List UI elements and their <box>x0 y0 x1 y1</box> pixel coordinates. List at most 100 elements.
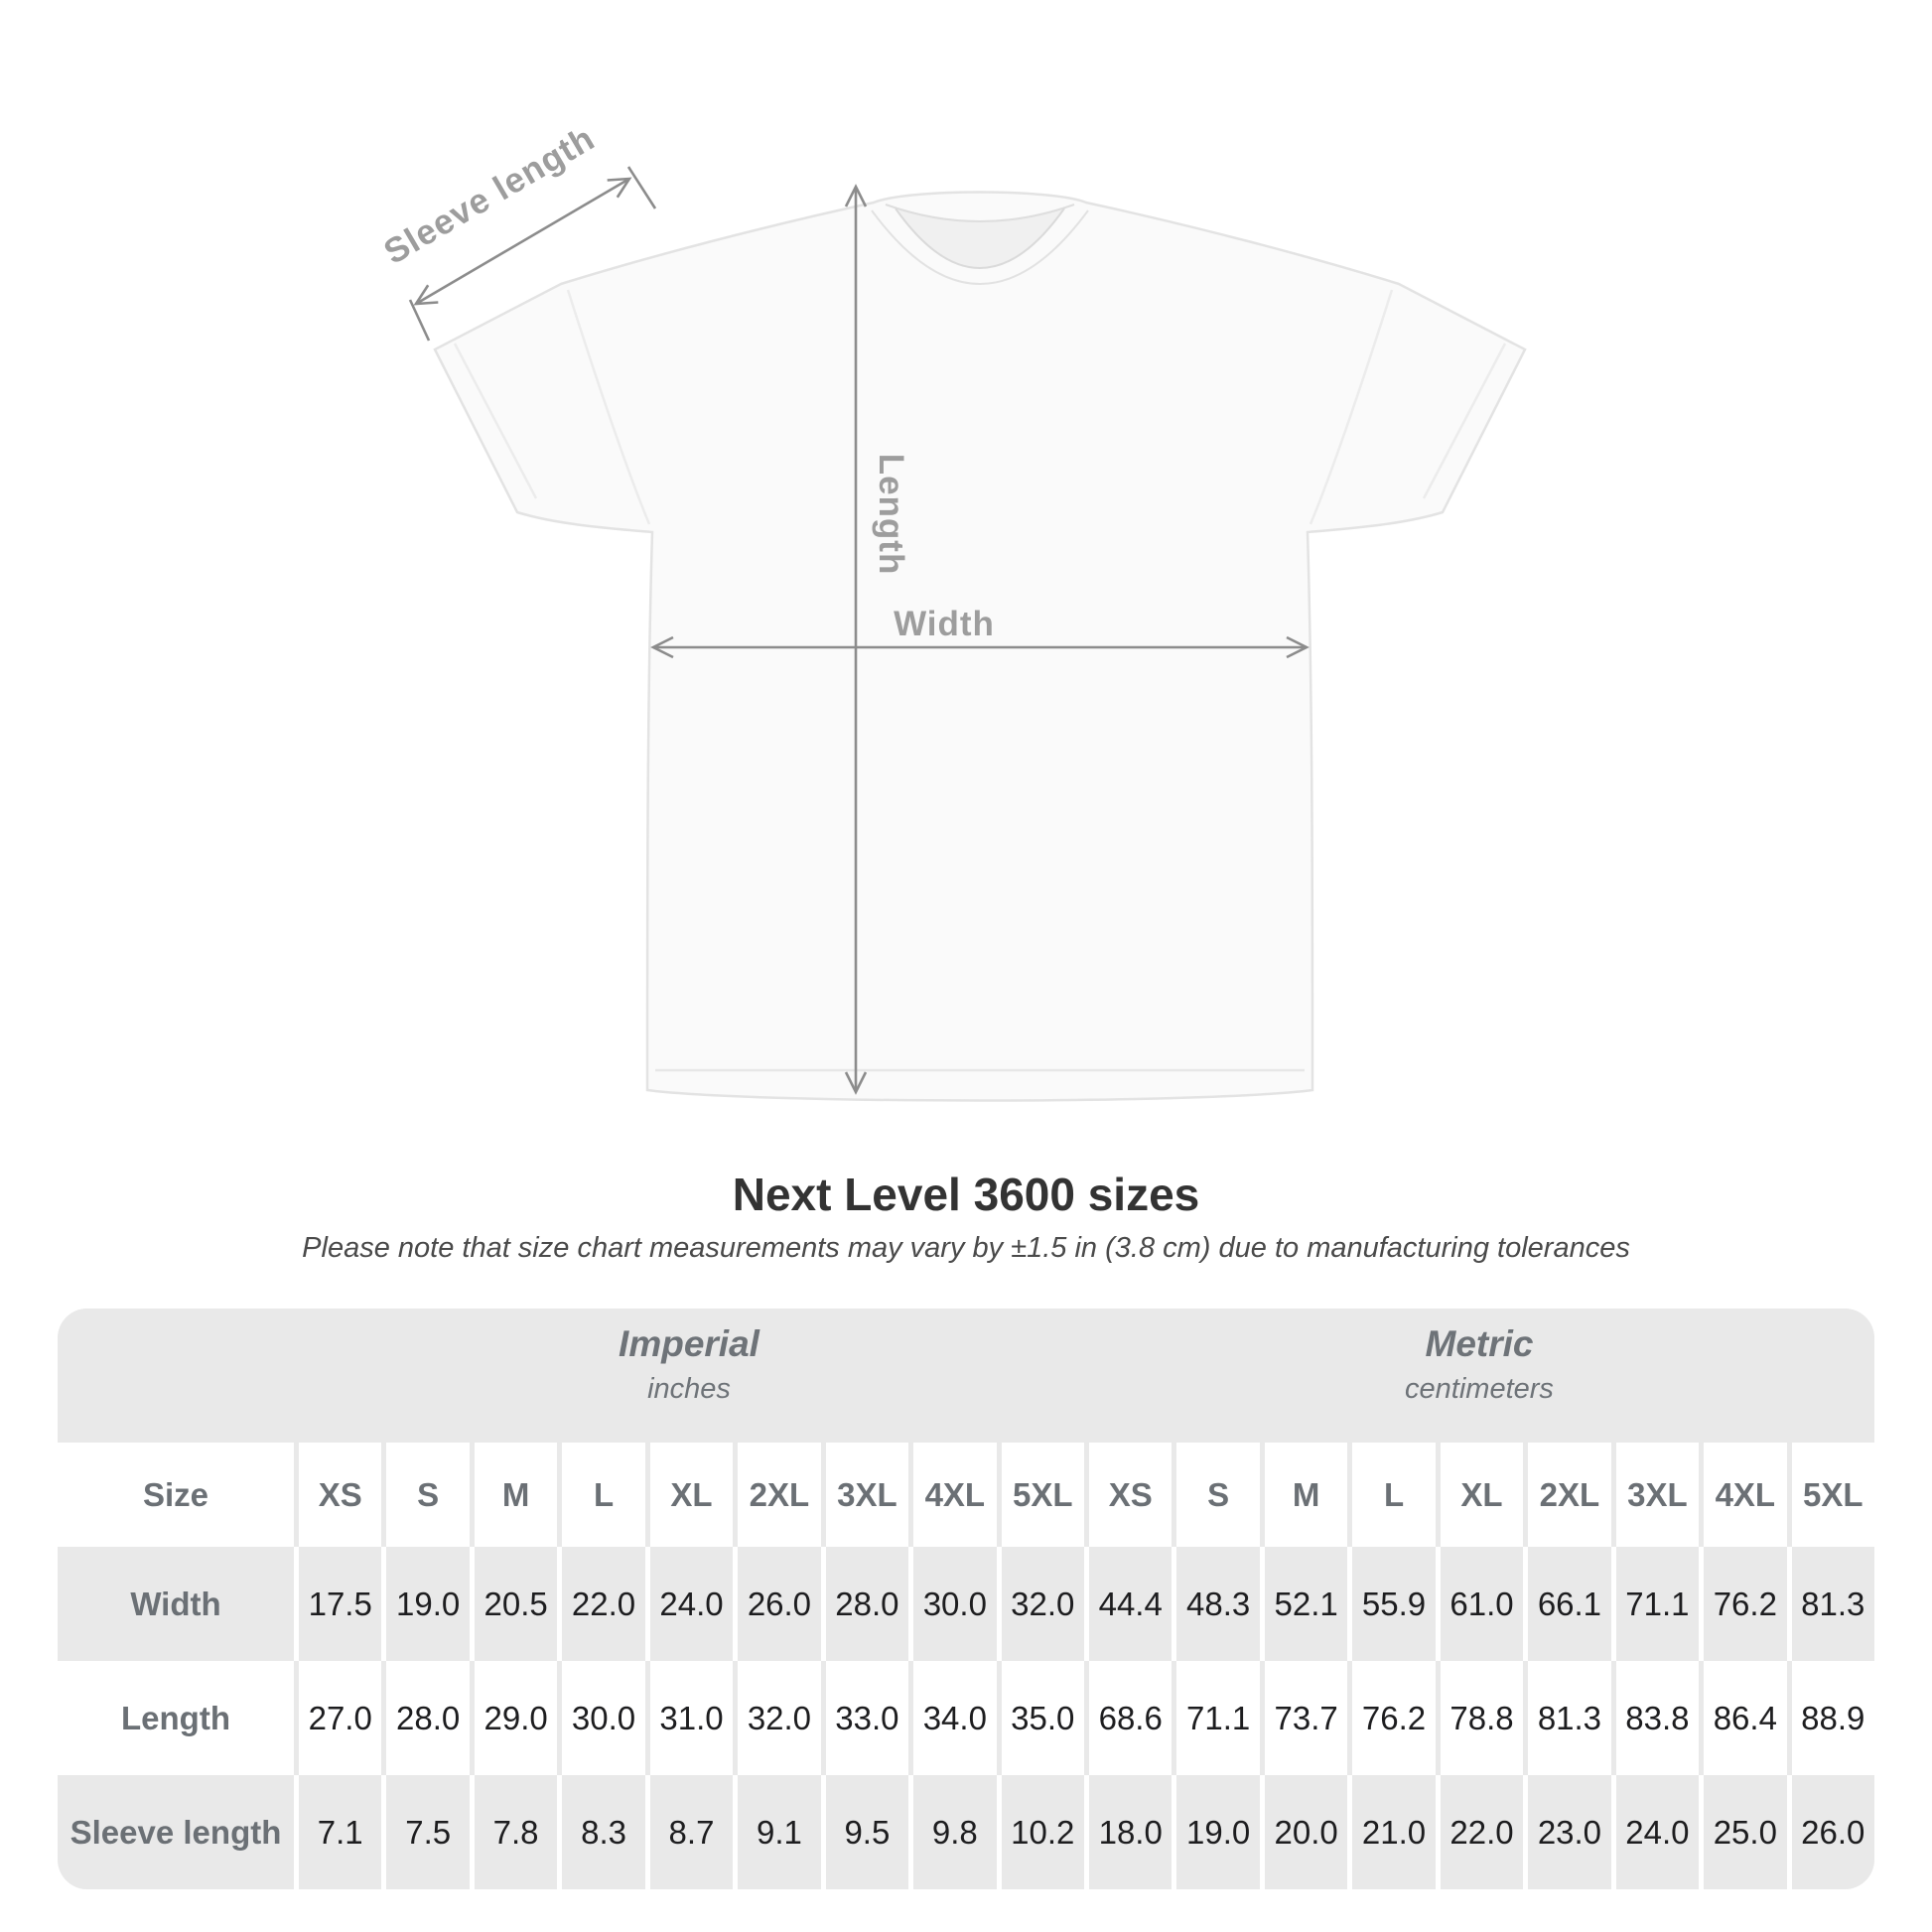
tolerance-note: Please note that size chart measurements… <box>302 1232 1630 1264</box>
value-cell: 76.2 <box>1352 1661 1436 1775</box>
table-row-sleeve-length: Sleeve length 7.1 7.5 7.8 8.3 8.7 9.1 9.… <box>58 1775 1874 1889</box>
unit-group-imperial: Imperial inches <box>294 1322 1084 1443</box>
value-cell: 81.3 <box>1528 1661 1611 1775</box>
unit-group-header: Imperial inches Metric centimeters <box>58 1309 1874 1443</box>
value-cell: 78.8 <box>1440 1661 1524 1775</box>
right-sleeve-seam <box>1309 289 1394 525</box>
right-cuff-seam <box>1422 343 1507 499</box>
value-cell: 81.3 <box>1791 1547 1874 1661</box>
sleeve-length-arrow <box>413 177 632 306</box>
value-cell: 21.0 <box>1352 1775 1436 1889</box>
value-cell: 52.1 <box>1264 1547 1348 1661</box>
size-col-header-imperial-2xl: 2XL <box>738 1443 821 1547</box>
value-cell: 7.5 <box>386 1775 470 1889</box>
row-label: Length <box>58 1661 294 1775</box>
size-header-row: Size XS S M L XL 2XL 3XL 4XL 5XL XS S M … <box>58 1443 1874 1547</box>
value-cell: 19.0 <box>386 1547 470 1661</box>
size-corner-header: Size <box>58 1443 294 1547</box>
row-label: Width <box>58 1547 294 1661</box>
value-cell: 71.1 <box>1176 1661 1260 1775</box>
value-cell: 17.5 <box>299 1547 382 1661</box>
value-cell: 71.1 <box>1615 1547 1700 1661</box>
metric-sublabel: centimeters <box>1405 1373 1554 1405</box>
value-cell: 28.0 <box>386 1661 470 1775</box>
value-cell: 18.0 <box>1088 1775 1173 1889</box>
value-cell: 20.0 <box>1264 1775 1348 1889</box>
value-cell: 30.0 <box>913 1547 997 1661</box>
page-title: Next Level 3600 sizes <box>732 1169 1200 1220</box>
value-cell: 26.0 <box>1791 1775 1874 1889</box>
sleeve-length-tick-top <box>626 166 657 209</box>
value-cell: 73.7 <box>1264 1661 1348 1775</box>
size-col-header-metric-xs: XS <box>1088 1443 1173 1547</box>
size-col-header-metric-3xl: 3XL <box>1615 1443 1700 1547</box>
collar-back-seam <box>885 204 1075 222</box>
tshirt-diagram: Sleeve length Length Width <box>377 119 1527 1102</box>
size-col-header-imperial-s: S <box>386 1443 470 1547</box>
size-col-header-metric-5xl: 5XL <box>1791 1443 1874 1547</box>
width-label: Width <box>894 605 995 643</box>
value-cell: 23.0 <box>1528 1775 1611 1889</box>
value-cell: 28.0 <box>825 1547 909 1661</box>
value-cell: 31.0 <box>649 1661 734 1775</box>
corner-spacer <box>58 1322 294 1443</box>
size-col-header-imperial-m: M <box>474 1443 558 1547</box>
size-table: Imperial inches Metric centimeters Size … <box>58 1309 1874 1889</box>
value-cell: 25.0 <box>1704 1775 1787 1889</box>
value-cell: 9.5 <box>825 1775 909 1889</box>
left-sleeve-seam <box>566 289 651 525</box>
size-col-header-imperial-l: L <box>562 1443 645 1547</box>
value-cell: 20.5 <box>474 1547 558 1661</box>
value-cell: 24.0 <box>1615 1775 1700 1889</box>
value-cell: 35.0 <box>1001 1661 1084 1775</box>
collar-opening-shade <box>886 205 1074 268</box>
value-cell: 48.3 <box>1176 1547 1260 1661</box>
value-cell: 32.0 <box>738 1661 821 1775</box>
sleeve-length-label: Sleeve length <box>377 119 602 272</box>
imperial-label: Imperial <box>619 1323 759 1364</box>
value-cell: 7.8 <box>474 1775 558 1889</box>
value-cell: 30.0 <box>562 1661 645 1775</box>
value-cell: 22.0 <box>562 1547 645 1661</box>
metric-label: Metric <box>1425 1323 1534 1364</box>
table-row-width: Width 17.5 19.0 20.5 22.0 24.0 26.0 28.0… <box>58 1547 1874 1661</box>
size-col-header-metric-m: M <box>1264 1443 1348 1547</box>
value-cell: 88.9 <box>1791 1661 1874 1775</box>
size-col-header-metric-s: S <box>1176 1443 1260 1547</box>
value-cell: 27.0 <box>299 1661 382 1775</box>
left-cuff-seam <box>453 343 538 499</box>
value-cell: 8.3 <box>562 1775 645 1889</box>
value-cell: 61.0 <box>1440 1547 1524 1661</box>
value-cell: 66.1 <box>1528 1547 1611 1661</box>
value-cell: 7.1 <box>299 1775 382 1889</box>
size-col-header-imperial-4xl: 4XL <box>913 1443 997 1547</box>
value-cell: 68.6 <box>1088 1661 1173 1775</box>
value-cell: 83.8 <box>1615 1661 1700 1775</box>
table-row-length: Length 27.0 28.0 29.0 30.0 31.0 32.0 33.… <box>58 1661 1874 1775</box>
size-col-header-metric-4xl: 4XL <box>1704 1443 1787 1547</box>
value-cell: 55.9 <box>1352 1547 1436 1661</box>
value-cell: 86.4 <box>1704 1661 1787 1775</box>
size-col-header-imperial-xs: XS <box>299 1443 382 1547</box>
value-cell: 76.2 <box>1704 1547 1787 1661</box>
value-cell: 9.1 <box>738 1775 821 1889</box>
value-cell: 19.0 <box>1176 1775 1260 1889</box>
value-cell: 33.0 <box>825 1661 909 1775</box>
row-label: Sleeve length <box>58 1775 294 1889</box>
imperial-sublabel: inches <box>647 1373 731 1405</box>
size-col-header-metric-2xl: 2XL <box>1528 1443 1611 1547</box>
value-cell: 24.0 <box>649 1547 734 1661</box>
size-col-header-imperial-5xl: 5XL <box>1001 1443 1084 1547</box>
size-col-header-imperial-3xl: 3XL <box>825 1443 909 1547</box>
size-col-header-metric-l: L <box>1352 1443 1436 1547</box>
value-cell: 34.0 <box>913 1661 997 1775</box>
size-col-header-metric-xl: XL <box>1440 1443 1524 1547</box>
unit-group-metric: Metric centimeters <box>1084 1322 1874 1443</box>
value-cell: 32.0 <box>1001 1547 1084 1661</box>
collar-outer-seam <box>871 209 1089 285</box>
sleeve-length-tick-bottom <box>408 299 431 342</box>
value-cell: 44.4 <box>1088 1547 1173 1661</box>
value-cell: 8.7 <box>649 1775 734 1889</box>
collar-inner-edge <box>895 207 1065 269</box>
